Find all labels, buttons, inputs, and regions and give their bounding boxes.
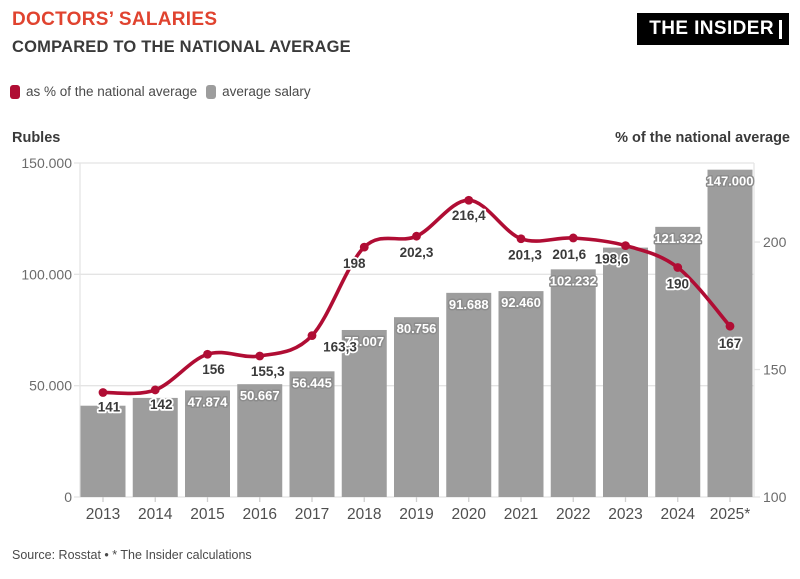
left-tick-label: 0 — [64, 489, 72, 505]
bar-2021 — [498, 291, 544, 497]
line-series-swatch-icon — [10, 84, 20, 99]
line-label-2014: 142 — [150, 397, 173, 412]
line-label-2025*: 167 — [719, 336, 742, 351]
left-tick-label: 150.000 — [21, 155, 72, 171]
year-label-2014: 2014 — [138, 506, 173, 523]
bar-label-2020: 91.688 — [449, 297, 489, 312]
right-axis-title: % of the national average — [615, 130, 790, 146]
year-label-2023: 2023 — [608, 506, 642, 523]
page-subtitle: COMPARED TO THE NATIONAL AVERAGE — [12, 38, 351, 56]
line-label-2020: 216,4 — [452, 208, 486, 223]
line-point-2025* — [725, 321, 735, 331]
line-point-2015 — [203, 349, 212, 359]
bar-2022 — [550, 269, 596, 497]
brand-logo-text: THE INSIDER — [649, 18, 774, 39]
bar-2023 — [603, 247, 648, 497]
line-label-2019: 202,3 — [400, 245, 434, 260]
line-point-2021 — [516, 234, 526, 244]
bar-label-2019: 80.756 — [397, 321, 437, 336]
year-label-2019: 2019 — [399, 506, 433, 523]
left-tick-label: 50.000 — [29, 378, 72, 394]
left-axis-title: Rubles — [12, 130, 61, 146]
line-label-2018: 198 — [343, 256, 366, 271]
line-label-2023: 198,6 — [595, 252, 629, 267]
bar-2016 — [237, 384, 283, 497]
year-label-2025*: 2025* — [710, 506, 751, 523]
source-note: Source: Rosstat • * The Insider calculat… — [12, 548, 252, 562]
line-label-2021: 201,3 — [508, 248, 542, 263]
bar-label-2021: 92.460 — [501, 295, 541, 310]
year-label-2016: 2016 — [243, 506, 277, 523]
brand-logo: THE INSIDER — [637, 13, 789, 45]
bar-label-2025*: 147.000 — [707, 174, 754, 189]
line-point-2022 — [568, 233, 578, 243]
bar-2020 — [446, 292, 492, 497]
line-label-2017: 163,3 — [323, 340, 357, 355]
bar-label-2018: 75.007 — [344, 334, 384, 349]
line-point-2013 — [98, 388, 108, 397]
year-label-2015: 2015 — [190, 506, 224, 523]
line-point-2023 — [621, 241, 630, 251]
bar-2019 — [394, 317, 439, 497]
line-point-2019 — [412, 231, 421, 241]
line-label-2016: 155,3 — [251, 364, 285, 379]
right-tick-label: 200 — [763, 234, 787, 250]
left-tick-label: 100.000 — [21, 266, 72, 282]
line-point-2024 — [673, 263, 683, 272]
year-label-2017: 2017 — [295, 506, 329, 523]
year-label-2024: 2024 — [661, 506, 696, 523]
line-point-2017 — [307, 331, 317, 341]
chart-legend: as % of the national average average sal… — [10, 84, 311, 99]
bar-2017 — [289, 371, 335, 497]
bar-2013 — [80, 405, 126, 497]
year-label-2021: 2021 — [504, 506, 538, 523]
page-title: DOCTORS’ SALARIES — [12, 9, 218, 30]
bar-2014 — [132, 397, 178, 497]
bar-2015 — [185, 390, 230, 497]
bar-label-2022: 102.232 — [550, 273, 597, 288]
year-label-2022: 2022 — [556, 506, 590, 523]
bar-label-2017: 56.445 — [292, 375, 332, 390]
year-label-2020: 2020 — [452, 506, 487, 523]
bar-2025* — [707, 169, 753, 497]
bar-label-2016: 50.667 — [240, 388, 280, 403]
line-label-2024: 190 — [666, 277, 689, 292]
legend-label-percent: as % of the national average — [26, 84, 198, 99]
line-point-2018 — [359, 242, 369, 252]
legend-label-salary: average salary — [222, 84, 311, 99]
right-tick-label: 100 — [763, 489, 787, 505]
line-point-2020 — [464, 195, 474, 205]
line-label-2013: 141 — [98, 399, 121, 414]
line-label-2022: 201,6 — [552, 247, 586, 262]
bar-2018 — [341, 329, 387, 497]
year-label-2018: 2018 — [347, 506, 381, 523]
bar-label-2015: 47.874 — [188, 394, 229, 409]
right-tick-label: 150 — [763, 362, 787, 378]
bar-series-swatch-icon — [206, 84, 217, 99]
line-point-2014 — [150, 385, 160, 395]
logo-cursor-bar-icon — [779, 19, 782, 39]
bar-label-2024: 121.322 — [654, 231, 701, 246]
year-label-2013: 2013 — [86, 506, 120, 523]
line-point-2016 — [255, 351, 265, 361]
line-label-2015: 156 — [202, 362, 225, 377]
